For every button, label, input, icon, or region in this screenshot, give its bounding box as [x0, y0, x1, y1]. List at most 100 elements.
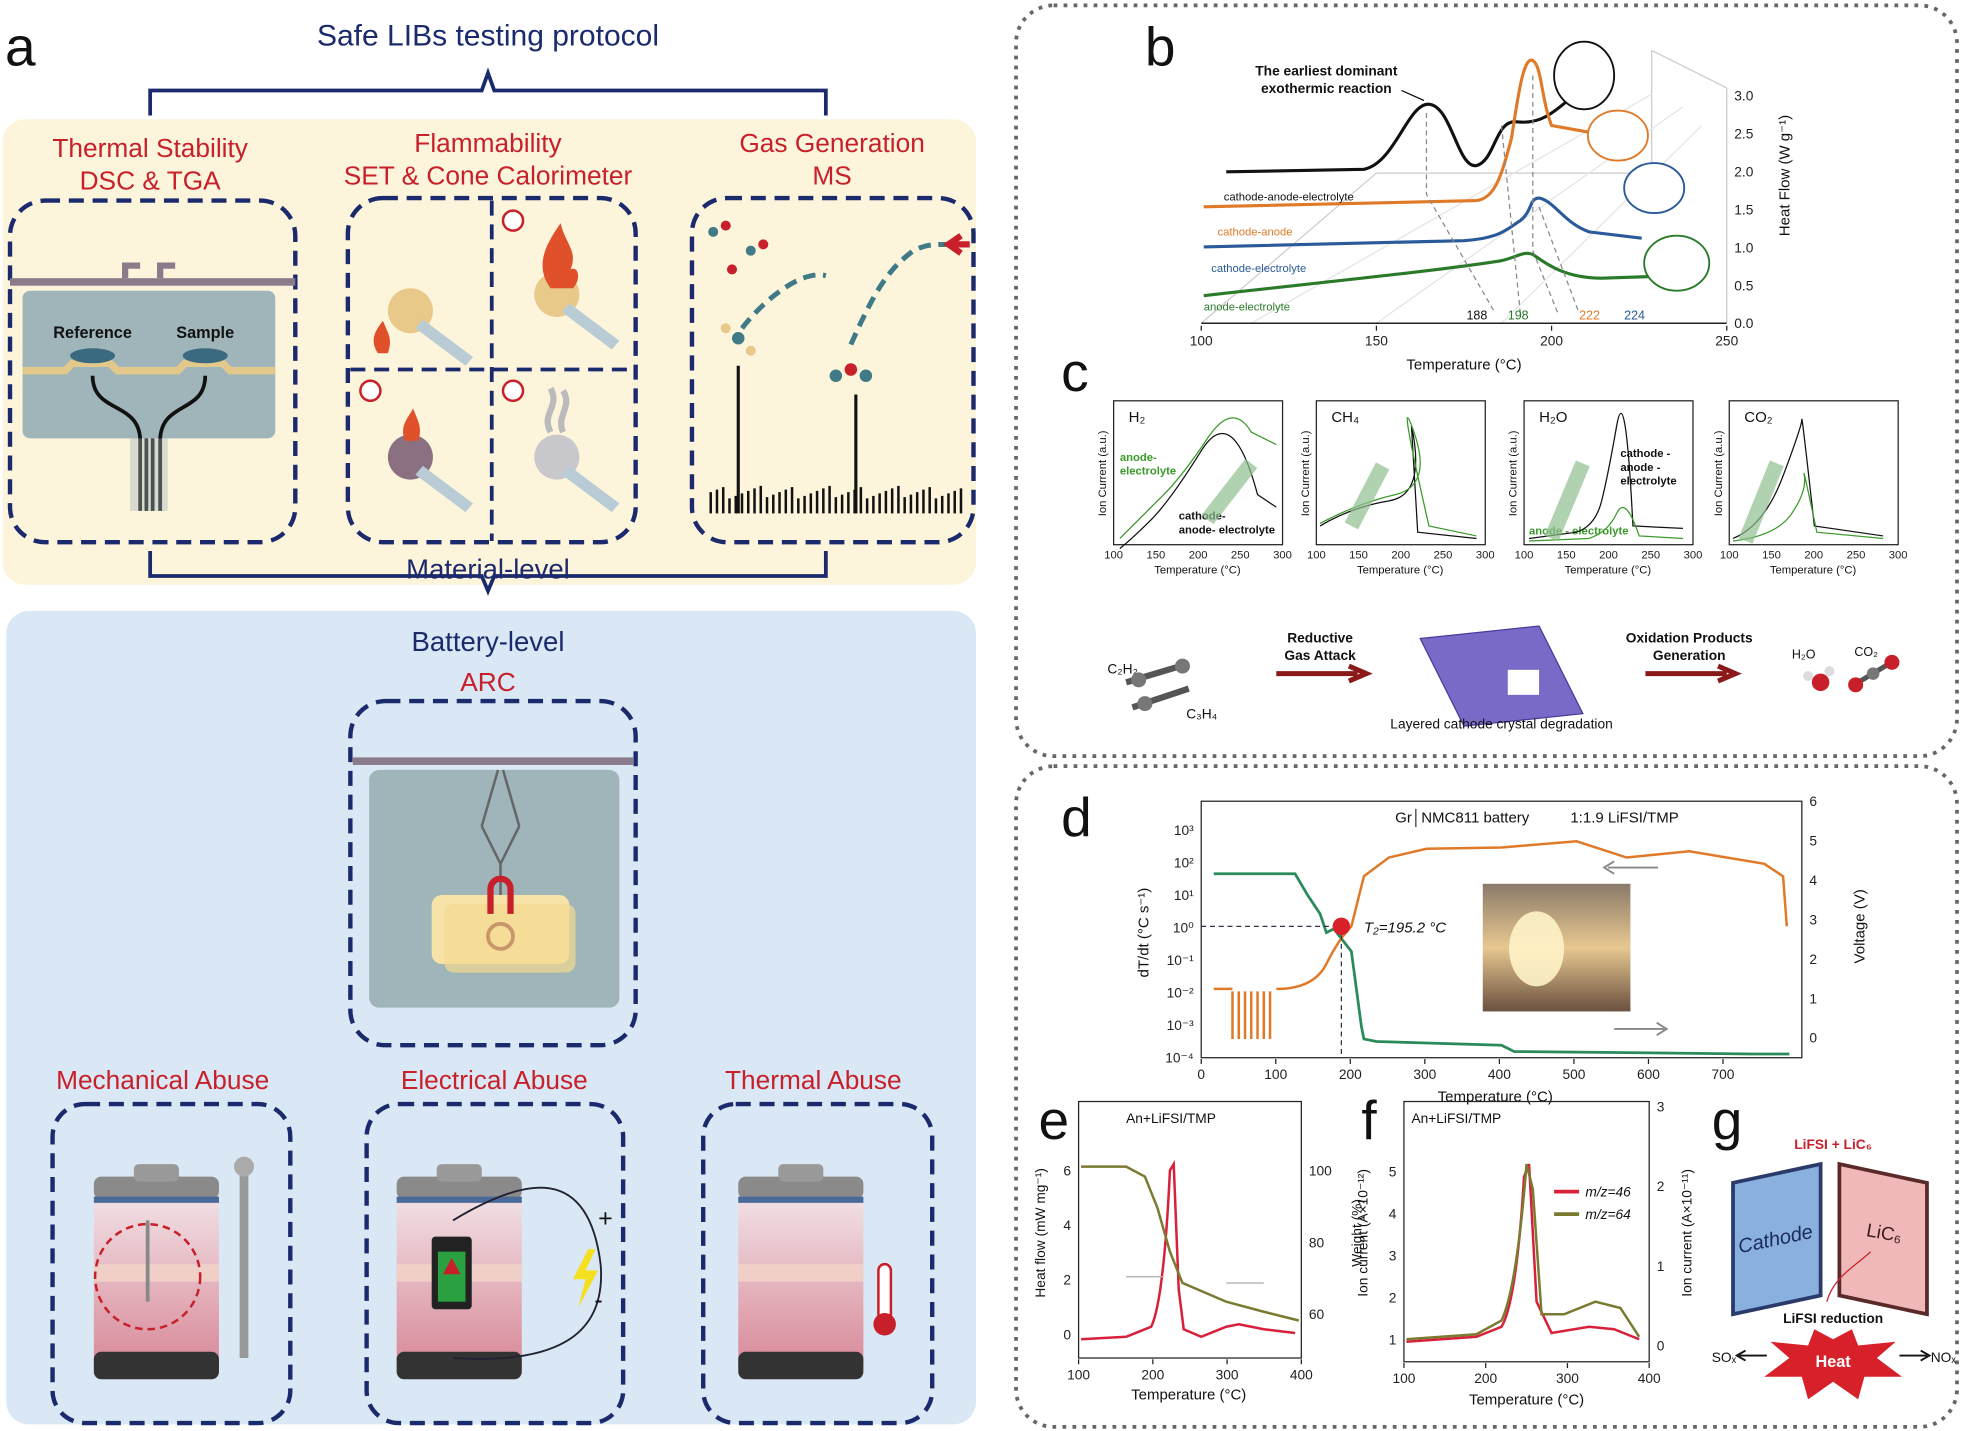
- cell-base: [396, 1351, 522, 1380]
- gas: SOₓ: [1712, 1350, 1737, 1365]
- dashed-box: [701, 1101, 935, 1426]
- y-label: Ion Current (a.u.): [1713, 430, 1725, 516]
- step: Reductive: [1287, 630, 1353, 645]
- brace: [148, 67, 828, 116]
- molecule: C₃H₄: [1186, 707, 1217, 722]
- cells: [93, 1164, 864, 1380]
- dashed-box: [348, 698, 638, 1048]
- y-tick-label: 80: [1309, 1235, 1325, 1250]
- x-tick-label: 100: [1720, 549, 1739, 561]
- y-tick-label: 10²: [1174, 856, 1194, 871]
- panel-label: b: [1145, 15, 1176, 77]
- y-tick-label: 0: [1657, 1339, 1665, 1354]
- level-label: Material-level: [406, 553, 570, 584]
- x-tick-label: 200: [1540, 334, 1563, 349]
- y2-label: Voltage (V): [1851, 889, 1868, 963]
- panel-f: f m/z=46 m/z=64 An+LiFSI/TMP Temperature…: [1356, 1089, 1695, 1408]
- peak-label: 188: [1466, 308, 1487, 322]
- x-tick-label: 400: [1638, 1371, 1661, 1386]
- curve: [1203, 58, 1609, 209]
- y-tick-label: 10³: [1174, 823, 1194, 838]
- x-label: Temperature (°C): [1406, 357, 1521, 374]
- abuse-title: Mechanical Abuse: [56, 1065, 269, 1095]
- y-label: Ion Current (a.u.): [1300, 430, 1312, 516]
- y-tick-label: 1.5: [1734, 202, 1753, 217]
- x-label: Temperature (°C): [1770, 564, 1857, 576]
- panel-d: d Gr│NMC811 battery 1:1.9 LiFSI/TMP T₂=1…: [1061, 786, 1868, 1105]
- panel-label: e: [1039, 1089, 1070, 1151]
- test-title: Flammability: [414, 128, 562, 158]
- cell-terminal: [133, 1164, 179, 1182]
- x-tick-label: 200: [1474, 1371, 1497, 1386]
- chart-note: An+LiFSI/TMP: [1411, 1111, 1501, 1126]
- x-tick-label: 300: [1216, 1367, 1239, 1382]
- panel-e: e An+LiFSI/TMP Temperature (°C) Heat flo…: [1033, 1089, 1365, 1403]
- panel-a: a Safe LIBs testing protocol Thermal Sta…: [2, 15, 976, 1426]
- y2-label: Weight (%): [1349, 1199, 1364, 1267]
- y2-label: Ion current (A×10⁻¹¹): [1680, 1169, 1695, 1297]
- y-tick-label: 3: [1809, 912, 1817, 927]
- dashed-box: [689, 195, 976, 545]
- x-tick-label: 250: [1641, 549, 1660, 561]
- y-label: Ion Current (a.u.): [1508, 430, 1520, 516]
- y-tick-label: 2: [1809, 952, 1817, 967]
- y-tick-label: 100: [1309, 1163, 1332, 1178]
- abuse-title: Electrical Abuse: [401, 1065, 588, 1095]
- dashed-box: [7, 198, 298, 545]
- x-label: Temperature (°C): [1131, 1386, 1246, 1403]
- y-tick-label: 1: [1809, 991, 1817, 1006]
- y-tick-label: 3: [1657, 1100, 1665, 1115]
- series-label: cathode-electrolyte: [1211, 263, 1306, 275]
- x-tick-label: 300: [1684, 549, 1703, 561]
- x-tick-label: 0: [1197, 1067, 1205, 1082]
- x-tick-label: 100: [1264, 1067, 1287, 1082]
- x-tick-label: 200: [1391, 549, 1410, 561]
- molecule: C₂H₂: [1107, 662, 1138, 677]
- dsc-label: Reference: [53, 324, 132, 342]
- x-tick-label: 600: [1637, 1067, 1660, 1082]
- x-tick-label: 150: [1349, 549, 1368, 561]
- panel-label: d: [1061, 786, 1092, 848]
- panel-c: c H₂ Ion Current (a.u.) Temperature (°C) 10…: [1061, 341, 1907, 732]
- y-tick-label: 0: [1809, 1031, 1817, 1046]
- axes: [1315, 400, 1486, 546]
- panel-b: b The earliest dominant exothermic react…: [1145, 15, 1793, 373]
- peak-label: 222: [1579, 308, 1600, 322]
- y-tick-label: 2: [1657, 1179, 1665, 1194]
- x-label: Temperature (°C): [1357, 564, 1444, 576]
- gas-label: CO₂: [1744, 409, 1773, 426]
- panel-label: f: [1361, 1089, 1377, 1151]
- y-tick-label: 0: [1063, 1327, 1071, 1342]
- dsc-drawing: Reference Sample: [10, 262, 296, 511]
- panel-g: g LiFSI + LiC₆ Cathode LiC₆ LiFSI reduct…: [1712, 1089, 1957, 1400]
- y-tick-label: 6: [1063, 1163, 1071, 1178]
- cell-layer: [93, 1264, 219, 1282]
- y-tick-label: 1.0: [1734, 240, 1753, 255]
- y-tick-label: 6: [1809, 794, 1817, 809]
- y-tick-label: 2.5: [1734, 126, 1753, 141]
- cell-terminal: [778, 1164, 824, 1182]
- gas: NOₓ: [1931, 1350, 1957, 1365]
- x-label: Temperature (°C): [1469, 1391, 1584, 1408]
- y-tick-label: 2.0: [1734, 164, 1753, 179]
- chart-note: 1:1.9 LiFSI/TMP: [1570, 809, 1678, 826]
- x-tick-label: 300: [1889, 549, 1908, 561]
- legend-entry: anode-: [1120, 452, 1157, 464]
- cell-cap: [93, 1176, 219, 1200]
- cell-cap: [738, 1176, 864, 1200]
- cell-band: [396, 1196, 522, 1203]
- y-tick-label: 4: [1809, 873, 1817, 888]
- series-label: cathode-anode-electrolyte: [1224, 192, 1354, 204]
- y-tick-label: 1: [1657, 1259, 1665, 1274]
- x-tick-label: 200: [1141, 1367, 1164, 1382]
- axes: [1728, 400, 1899, 546]
- y-tick-label: 10⁰: [1173, 921, 1194, 936]
- gas-label: H₂: [1129, 409, 1146, 426]
- voltage-curve: [1213, 872, 1790, 1056]
- annotation: The earliest dominant: [1255, 63, 1398, 78]
- brace: [148, 550, 828, 596]
- caption: Heat: [1816, 1353, 1852, 1371]
- peak-label: 198: [1508, 308, 1529, 322]
- x-label: Temperature (°C): [1438, 1089, 1553, 1106]
- cell-band: [738, 1196, 864, 1203]
